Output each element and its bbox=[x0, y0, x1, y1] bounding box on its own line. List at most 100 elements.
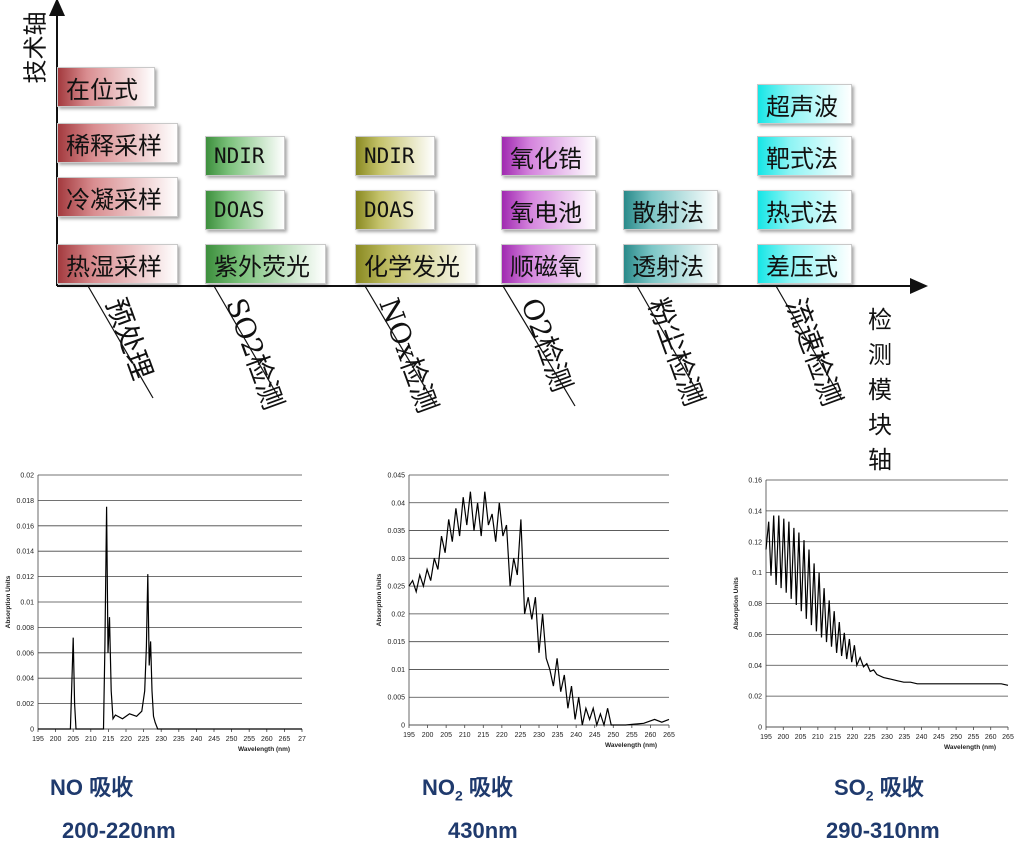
x-tick-label: 215 bbox=[103, 736, 115, 743]
diagram-axes bbox=[49, 0, 928, 407]
x-tick-label: 215 bbox=[477, 732, 489, 739]
method-box-chemiluminescence: 化学发光 bbox=[355, 244, 476, 284]
x-tick-label: 220 bbox=[120, 736, 132, 743]
x-tick-label: 225 bbox=[138, 736, 150, 743]
x-tick-label: 195 bbox=[760, 734, 772, 741]
module-divider-5 bbox=[636, 285, 703, 401]
y-tick-label: 0.006 bbox=[16, 650, 34, 657]
x-axis-label: Wavelength (nm) bbox=[605, 742, 657, 749]
y-tick-label: 0.02 bbox=[748, 694, 762, 701]
caption-so2: SO2 吸收 bbox=[834, 775, 924, 804]
x-axis-label: Wavelength (nm) bbox=[238, 746, 290, 753]
x-tick-label: 245 bbox=[208, 736, 220, 743]
method-box-oxygen-cell: 氧电池 bbox=[501, 190, 596, 230]
y-tick-label: 0.01 bbox=[20, 600, 34, 607]
x-tick-label: 200 bbox=[777, 734, 789, 741]
x-tick-label: 240 bbox=[570, 732, 582, 739]
y-tick-label: 0.016 bbox=[16, 523, 34, 530]
x-tick-label: 200 bbox=[50, 736, 62, 743]
x-tick-label: 225 bbox=[515, 732, 527, 739]
x-tick-label: 225 bbox=[864, 734, 876, 741]
y-tick-label: 0.004 bbox=[16, 676, 34, 683]
x-tick-label: 210 bbox=[459, 732, 471, 739]
y-tick-label: 0.03 bbox=[391, 556, 405, 563]
x-tick-label: 230 bbox=[881, 734, 893, 741]
x-tick-label: 265 bbox=[663, 732, 675, 739]
method-box-target: 靶式法 bbox=[757, 136, 852, 176]
caption-no: NO 吸收 bbox=[50, 775, 134, 800]
y-axis-label: Absorption Units bbox=[733, 577, 740, 630]
x-tick-label: 260 bbox=[985, 734, 997, 741]
y-tick-label: 0 bbox=[758, 725, 762, 732]
y-tick-label: 0.08 bbox=[748, 601, 762, 608]
y-tick-label: 0.1 bbox=[752, 570, 762, 577]
x-tick-label: 265 bbox=[279, 736, 291, 743]
x-tick-label: 210 bbox=[812, 734, 824, 741]
y-tick-label: 0.014 bbox=[16, 549, 34, 556]
method-box-uv-fluorescence: 紫外荧光 bbox=[205, 244, 326, 284]
y-tick-label: 0.02 bbox=[20, 473, 34, 480]
method-box-in-situ: 在位式 bbox=[57, 67, 155, 107]
module-divider-3 bbox=[364, 285, 437, 407]
y-tick-label: 0.035 bbox=[387, 528, 405, 535]
spectrum-line bbox=[765, 515, 1009, 686]
y-tick-label: 0.16 bbox=[748, 478, 762, 485]
y-axis-label: Absorption Units bbox=[376, 573, 383, 626]
y-tick-label: 0.02 bbox=[391, 611, 405, 618]
y-tick-label: 0.018 bbox=[16, 498, 34, 505]
caption-no2-range: 430nm bbox=[448, 818, 518, 843]
x-tick-label: 220 bbox=[847, 734, 859, 741]
x-tick-label: 27 bbox=[298, 736, 306, 743]
y-axis-label: 技术轴 bbox=[21, 11, 50, 84]
x-tick-label: 235 bbox=[173, 736, 185, 743]
method-box-thermal: 热式法 bbox=[757, 190, 852, 230]
x-tick-label: 235 bbox=[552, 732, 564, 739]
x-axis-label: 检测模块轴 bbox=[868, 306, 892, 474]
caption-no-range: 200-220nm bbox=[62, 818, 176, 843]
x-tick-label: 195 bbox=[32, 736, 44, 743]
x-tick-label: 260 bbox=[261, 736, 273, 743]
spectrum-line bbox=[38, 506, 302, 730]
x-tick-label: 205 bbox=[67, 736, 79, 743]
x-tick-label: 230 bbox=[155, 736, 167, 743]
module-divider-4 bbox=[502, 285, 576, 407]
method-box-transmission: 透射法 bbox=[623, 244, 718, 284]
module-divider-1 bbox=[87, 285, 154, 399]
y-tick-label: 0.01 bbox=[391, 667, 405, 674]
module-divider-6 bbox=[775, 285, 843, 401]
spectrum-line bbox=[408, 491, 670, 728]
x-tick-label: 255 bbox=[968, 734, 980, 741]
x-tick-label: 235 bbox=[898, 734, 910, 741]
no-absorption-chart: 0 0.002 0.004 0.006 0.008 0.01 0.012 0.014 0.016… bbox=[5, 473, 306, 754]
x-tick-label: 200 bbox=[422, 732, 434, 739]
x-tick-label: 205 bbox=[795, 734, 807, 741]
method-box-zirconia: 氧化锆 bbox=[501, 136, 596, 176]
x-tick-label: 215 bbox=[829, 734, 841, 741]
y-tick-label: 0.015 bbox=[387, 639, 405, 646]
x-tick-label: 255 bbox=[626, 732, 638, 739]
y-tick-label: 0.008 bbox=[16, 625, 34, 632]
method-box-hot-wet-sampling: 热湿采样 bbox=[57, 244, 178, 284]
x-tick-label: 250 bbox=[950, 734, 962, 741]
caption-so2-range: 290-310nm bbox=[826, 818, 940, 843]
no2-absorption-chart: 0 0.005 0.01 0.015 0.02 0.025 0.03 0.035 0.04 0.0… bbox=[376, 473, 675, 750]
y-tick-label: 0.012 bbox=[16, 574, 34, 581]
method-box-paramagnetic: 顺磁氧 bbox=[501, 244, 596, 284]
y-tick-label: 0.14 bbox=[748, 508, 762, 515]
x-tick-label: 205 bbox=[440, 732, 452, 739]
y-tick-label: 0 bbox=[30, 727, 34, 734]
caption-no2: NO2 吸收 bbox=[422, 775, 513, 804]
x-tick-label: 245 bbox=[933, 734, 945, 741]
y-tick-label: 0.045 bbox=[387, 473, 405, 480]
x-axis-label: Wavelength (nm) bbox=[944, 744, 996, 751]
x-tick-label: 265 bbox=[1002, 734, 1014, 741]
x-tick-label: 220 bbox=[496, 732, 508, 739]
x-tick-label: 195 bbox=[403, 732, 415, 739]
x-tick-label: 230 bbox=[533, 732, 545, 739]
y-tick-label: 0.005 bbox=[387, 695, 405, 702]
x-tick-label: 250 bbox=[226, 736, 238, 743]
method-box-nox-doas: DOAS bbox=[355, 190, 435, 230]
method-box-so2-doas: DOAS bbox=[205, 190, 285, 230]
method-box-differential-pressure: 差压式 bbox=[757, 244, 852, 284]
method-box-scattering: 散射法 bbox=[623, 190, 718, 230]
